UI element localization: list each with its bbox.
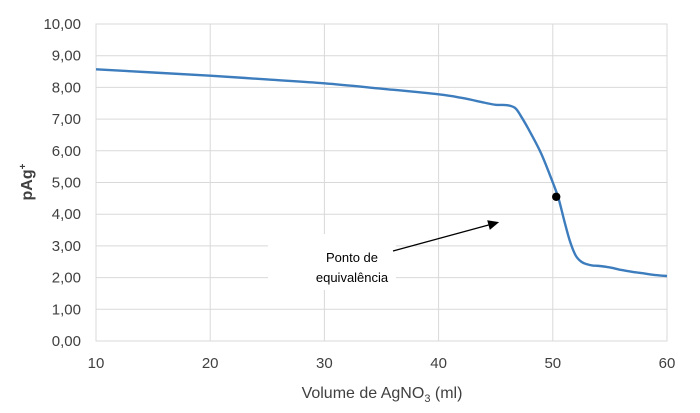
annotation-text-line: Ponto de (326, 250, 378, 265)
annotation-arrow-shaft (392, 224, 489, 252)
x-tick-label: 60 (659, 355, 676, 372)
y-axis-title: pAg+ (18, 163, 36, 200)
y-tick-label: 7,00 (52, 111, 81, 128)
x-tick-label: 10 (88, 355, 105, 372)
annotation-layer: Ponto de equivalência (268, 220, 500, 290)
titration-curve (95, 68, 668, 278)
equivalence-point-marker (552, 192, 561, 201)
y-tick-label: 0,00 (52, 333, 81, 350)
chart-grid (95, 23, 668, 342)
annotation-text-line: equivalência (316, 270, 389, 285)
plot-area (95, 23, 668, 342)
annotation-arrow-head (487, 220, 500, 230)
y-tick-label: 2,00 (52, 270, 81, 287)
y-axis-tick-labels: 0,00 1,00 2,00 3,00 4,00 5,00 6,00 7,00 8,00 9,00… (43, 16, 81, 350)
x-tick-label: 20 (202, 355, 219, 372)
plot-border (95, 23, 668, 342)
series-layer (95, 68, 668, 278)
y-tick-label: 6,00 (52, 143, 81, 160)
y-tick-label: 1,00 (52, 301, 81, 318)
y-tick-label: 3,00 (52, 238, 81, 255)
x-tick-label: 50 (544, 355, 561, 372)
x-axis-title: Volume de AgNO3 (ml) (302, 385, 463, 405)
x-tick-label: 40 (430, 355, 447, 372)
x-tick-label: 30 (316, 355, 333, 372)
y-tick-label: 8,00 (52, 79, 81, 96)
y-tick-label: 4,00 (52, 206, 81, 223)
annotation-box (268, 234, 396, 290)
y-tick-label: 5,00 (52, 175, 81, 192)
y-tick-label: 10,00 (43, 16, 81, 33)
y-tick-label: 9,00 (52, 48, 81, 65)
x-axis-tick-labels: 10 20 30 40 50 60 (88, 355, 676, 372)
